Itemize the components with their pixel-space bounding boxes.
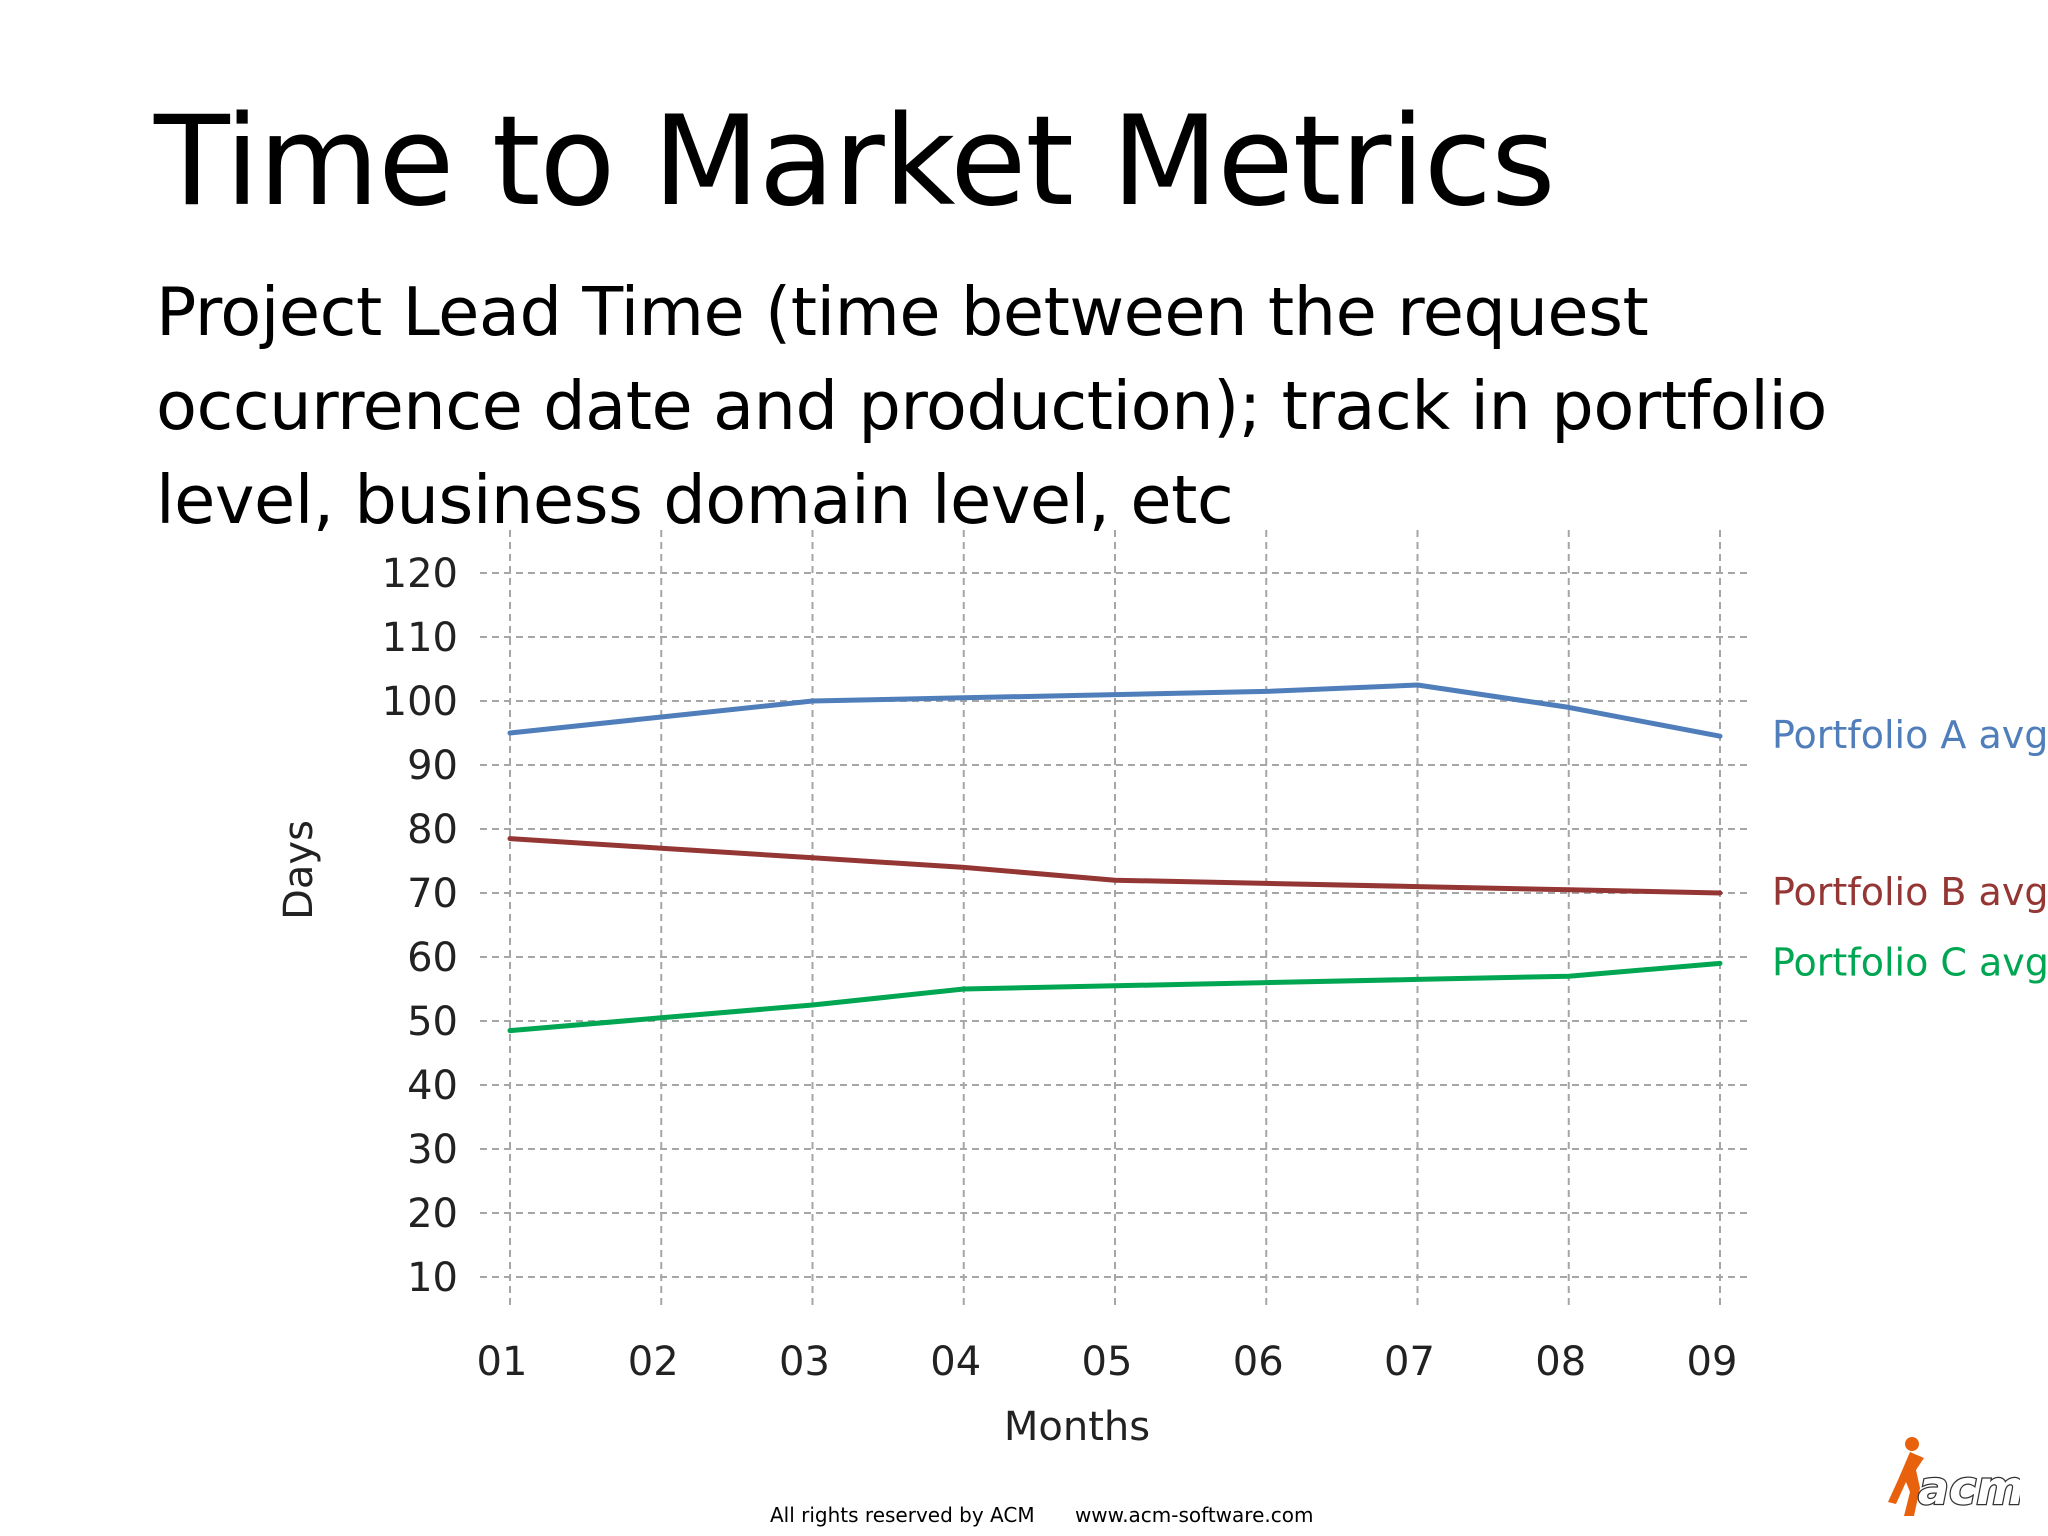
y-tick-label: 120 xyxy=(382,551,458,597)
x-axis-label: Months xyxy=(1004,1404,1150,1450)
x-tick-labels: 01 02 03 04 05 06 07 08 09 xyxy=(477,1339,1738,1385)
footer: All rights reserved by ACM www.acm-softw… xyxy=(770,1503,1347,1527)
x-tick-label: 09 xyxy=(1687,1339,1738,1385)
y-tick-label: 40 xyxy=(407,1063,458,1109)
series-lines xyxy=(507,682,1723,1034)
acm-logo: acm xyxy=(1888,1437,2020,1516)
x-tick-label: 01 xyxy=(477,1339,528,1385)
footer-website[interactable]: www.acm-software.com xyxy=(1074,1503,1314,1527)
y-tick-label: 50 xyxy=(407,999,458,1045)
x-tick-label: 04 xyxy=(930,1339,981,1385)
y-tick-label: 20 xyxy=(407,1191,458,1237)
y-tick-label: 70 xyxy=(407,871,458,917)
y-tick-label: 80 xyxy=(407,807,458,853)
x-tick-label: 06 xyxy=(1233,1339,1284,1385)
y-tick-labels: 10 20 30 40 50 60 70 80 90 100 110 120 xyxy=(382,551,458,1301)
y-tick-label: 90 xyxy=(407,743,458,789)
series-label: Portfolio B avg xyxy=(1772,870,2048,914)
x-tick-label: 07 xyxy=(1384,1339,1435,1385)
x-tick-label: 05 xyxy=(1082,1339,1133,1385)
x-tick-label: 03 xyxy=(779,1339,830,1385)
logo-text: acm xyxy=(1918,1461,2020,1515)
series-label: Portfolio C avg xyxy=(1772,940,2048,984)
logo-figure-icon xyxy=(1888,1437,1924,1516)
y-tick-label: 10 xyxy=(407,1255,458,1301)
y-tick-label: 60 xyxy=(407,935,458,981)
y-tick-label: 100 xyxy=(382,679,458,725)
y-tick-label: 30 xyxy=(407,1127,458,1173)
footer-rights: All rights reserved by ACM xyxy=(770,1503,1035,1527)
x-tick-label: 08 xyxy=(1535,1339,1586,1385)
x-tick-label: 02 xyxy=(628,1339,679,1385)
series-label: Portfolio A avg xyxy=(1772,713,2048,757)
series-labels: Portfolio A avg Portfolio B avg Portfolio … xyxy=(1772,713,2048,984)
y-axis-label: Days xyxy=(276,820,322,920)
slide-subtitle: Project Lead Time (time between the requ… xyxy=(156,273,1827,539)
grid xyxy=(480,530,1750,1310)
y-tick-label: 110 xyxy=(382,615,458,661)
slide-title: Time to Market Metrics xyxy=(154,90,1556,234)
